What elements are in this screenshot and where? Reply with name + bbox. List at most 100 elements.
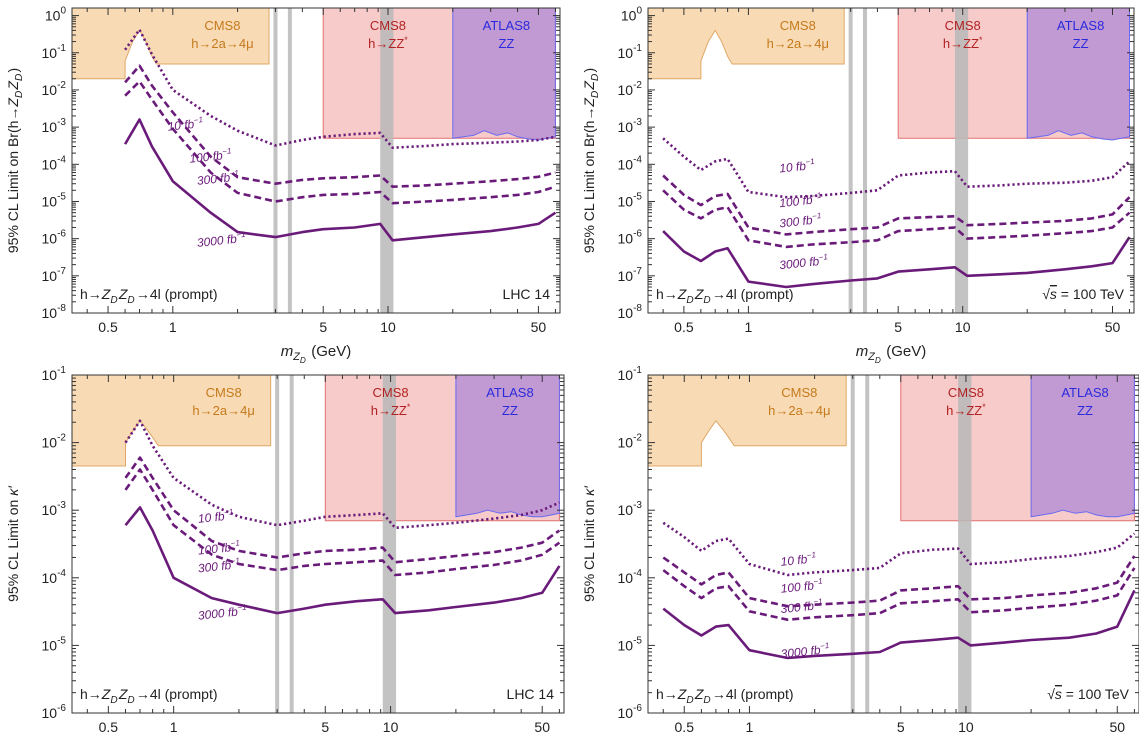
region-sublabel-atlas8: ZZ bbox=[502, 403, 518, 418]
y-tick-label: 10-8 bbox=[618, 303, 643, 321]
veto-band bbox=[382, 375, 397, 713]
series-line-3000-fb bbox=[662, 589, 1136, 660]
x-tick-label: 5 bbox=[894, 319, 902, 335]
region-sublabel-cms8: h→2a→4μ bbox=[191, 36, 253, 51]
series-label-3000-fb: 3000 fb−1 bbox=[780, 641, 830, 661]
series-label-10-fb: 10 fb−1 bbox=[780, 550, 817, 569]
region-cms8 bbox=[648, 8, 845, 80]
plot-frame bbox=[71, 374, 565, 714]
x-tick-label: 0.5 bbox=[99, 719, 119, 735]
y-tick-label: 10-6 bbox=[618, 229, 643, 247]
region-label-cms8-zz: CMS8 bbox=[370, 18, 406, 33]
series-line-300-fb bbox=[124, 468, 561, 577]
region-label-atlas8: ATLAS8 bbox=[1061, 385, 1108, 400]
region-sublabel-cms8: h→2a→4μ bbox=[767, 36, 829, 51]
series-label-3000-fb: 3000 fb−1 bbox=[778, 252, 828, 272]
region-sublabel-cms8: h→2a→4μ bbox=[192, 403, 254, 418]
region-sublabel-cms8-zz: h→ZZ* bbox=[371, 402, 411, 418]
y-tick-label: 10-8 bbox=[42, 303, 67, 321]
y-axis-title: 95% CL Limit on κ′ bbox=[581, 485, 597, 602]
y-tick-label: 100 bbox=[45, 6, 67, 24]
x-tick-label: 0.5 bbox=[674, 319, 694, 335]
x-tick-label: 50 bbox=[1109, 719, 1125, 735]
y-tick-label: 10-1 bbox=[42, 43, 67, 61]
y-tick-label: 10-5 bbox=[42, 635, 67, 653]
series-line-100-fb bbox=[124, 64, 556, 188]
y-tick-label: 10-4 bbox=[42, 568, 67, 586]
y-tick-label: 10-4 bbox=[618, 154, 643, 172]
y-tick-label: 10-2 bbox=[42, 433, 67, 451]
series-label-10-fb: 10 fb−1 bbox=[778, 157, 815, 176]
x-tick-label: 1 bbox=[170, 719, 178, 735]
y-tick-label: 10-6 bbox=[618, 703, 643, 721]
series-line-10-fb bbox=[662, 521, 1136, 577]
x-tick-label: 5 bbox=[319, 319, 327, 335]
y-tick-label: 10-1 bbox=[42, 365, 67, 383]
region-sublabel-cms8: h→2a→4μ bbox=[768, 403, 830, 418]
y-tick-label: 10-4 bbox=[42, 154, 67, 172]
series-label-3000-fb: 3000 fb−1 bbox=[197, 603, 247, 623]
process-label: h→ZD ZD →4l (prompt) bbox=[656, 286, 794, 306]
series-line-300-fb bbox=[124, 80, 556, 205]
process-label: h→ZD ZD →4l (prompt) bbox=[80, 286, 218, 306]
y-tick-label: 10-5 bbox=[42, 191, 67, 209]
region-atlas8 bbox=[452, 8, 556, 141]
y-tick-label: 10-2 bbox=[42, 80, 67, 98]
collider-label: √s = 100 TeV bbox=[1047, 686, 1129, 702]
region-label-cms8: CMS8 bbox=[204, 18, 240, 33]
plot-frame bbox=[647, 7, 1135, 314]
y-tick-label: 10-5 bbox=[618, 635, 643, 653]
x-tick-label: 10 bbox=[383, 719, 399, 735]
series-line-300-fb bbox=[662, 189, 1131, 249]
veto-line bbox=[848, 8, 853, 313]
region-label-cms8-zz: CMS8 bbox=[948, 385, 984, 400]
region-label-atlas8: ATLAS8 bbox=[486, 385, 533, 400]
series-label-3000-fb: 3000 fb−1 bbox=[196, 230, 246, 250]
x-tick-label: 0.5 bbox=[675, 719, 695, 735]
region-label-cms8: CMS8 bbox=[781, 385, 817, 400]
x-tick-label: 50 bbox=[1105, 319, 1121, 335]
series-label-10-fb: 10 fb−1 bbox=[167, 115, 204, 134]
series-label-300-fb: 300 fb−1 bbox=[778, 211, 822, 230]
x-tick-label: 1 bbox=[746, 719, 754, 735]
y-tick-label: 10-3 bbox=[42, 500, 67, 518]
veto-line bbox=[850, 375, 855, 713]
y-tick-label: 10-6 bbox=[42, 703, 67, 721]
region-sublabel-atlas8: ZZ bbox=[1077, 403, 1093, 418]
x-tick-label: 5 bbox=[321, 719, 329, 735]
y-tick-label: 10-5 bbox=[618, 191, 643, 209]
y-axis-title: 95% CL Limit on Br(h→ZD ZD ) bbox=[5, 68, 25, 253]
x-tick-label: 1 bbox=[745, 319, 753, 335]
collider-label: LHC 14 bbox=[507, 686, 555, 702]
x-tick-label: 5 bbox=[897, 719, 905, 735]
plot-frame bbox=[71, 7, 561, 314]
y-axis-title: 95% CL Limit on Br(h→ZD ZD ) bbox=[581, 68, 601, 253]
collider-label: √s = 100 TeV bbox=[1042, 286, 1124, 302]
collider-label: LHC 14 bbox=[503, 286, 551, 302]
x-tick-label: 50 bbox=[534, 719, 550, 735]
veto-line bbox=[865, 375, 870, 713]
series-line-3000-fb bbox=[124, 506, 561, 615]
series-line-10-fb bbox=[662, 137, 1131, 199]
y-tick-label: 10-1 bbox=[618, 43, 643, 61]
x-tick-label: 50 bbox=[531, 319, 547, 335]
x-axis-title: mZD (GeV) bbox=[856, 343, 927, 365]
y-axis-title: 95% CL Limit on κ′ bbox=[5, 485, 21, 602]
region-cms8 bbox=[648, 375, 847, 467]
y-tick-label: 10-1 bbox=[618, 365, 643, 383]
series-line-100-fb bbox=[662, 174, 1131, 236]
region-label-atlas8: ATLAS8 bbox=[1057, 18, 1104, 33]
region-atlas8 bbox=[1030, 375, 1135, 518]
series-label-100-fb: 100 fb−1 bbox=[197, 538, 241, 557]
series-line-10-fb bbox=[124, 419, 560, 530]
series-label-300-fb: 300 fb−1 bbox=[197, 556, 241, 575]
y-tick-label: 10-3 bbox=[618, 117, 643, 135]
series-line-10-fb bbox=[124, 28, 556, 149]
series-line-300-fb bbox=[662, 567, 1136, 621]
region-label-cms8-zz: CMS8 bbox=[945, 18, 981, 33]
